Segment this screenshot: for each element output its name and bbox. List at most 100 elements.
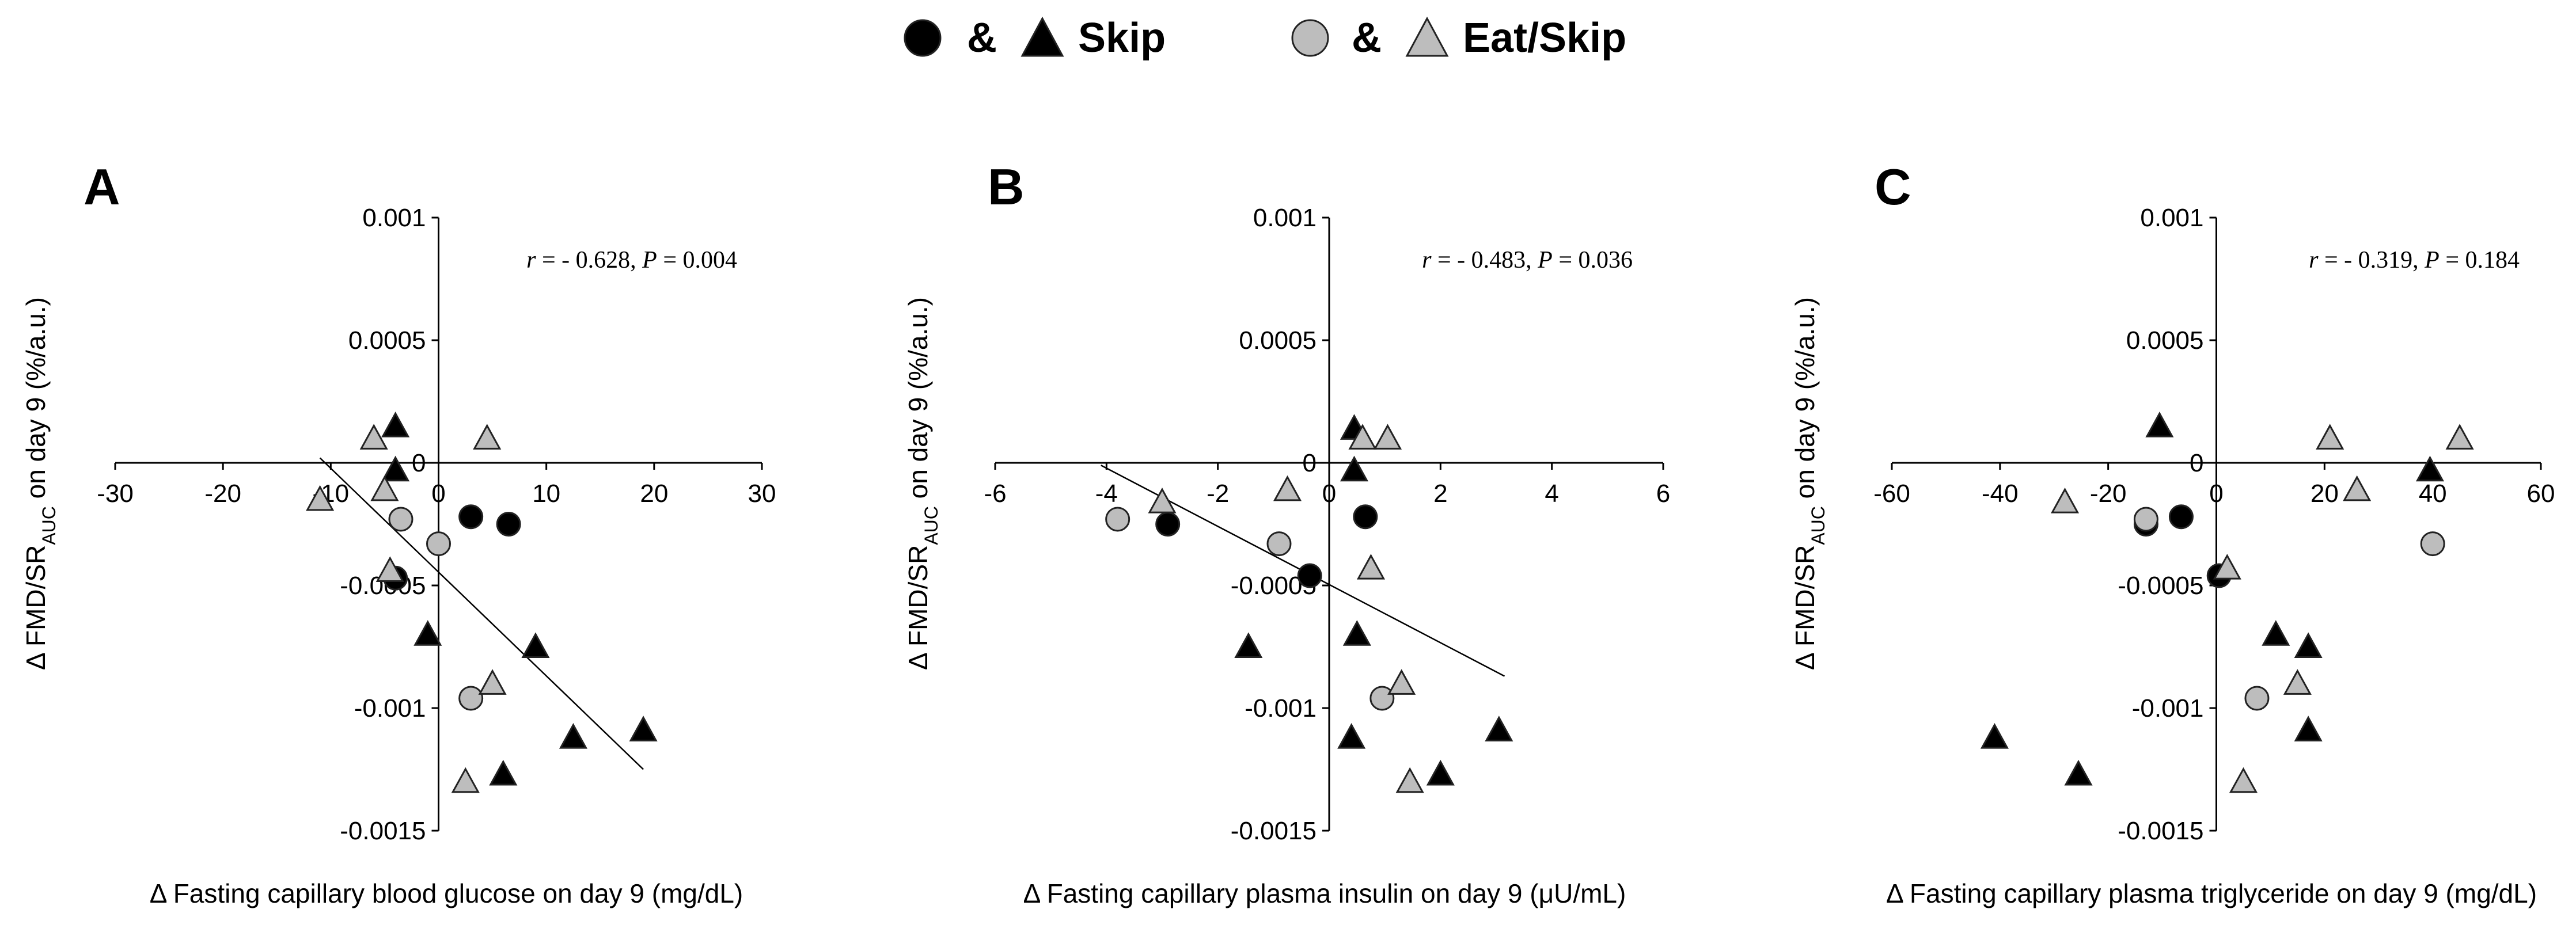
panel-c-x-tick-label: 0 — [2209, 480, 2223, 508]
panel-a-x-tick-label: -30 — [97, 480, 134, 508]
panel-c-x-tick-label: 60 — [2527, 480, 2555, 508]
panel-c-skip-triangle-point — [2064, 759, 2093, 786]
panel-b-skip-triangle-point — [1426, 759, 1455, 786]
panel-b-axes: -6 -4 -2 0 2 4 60.0010.00050-0.0005-0.001-0.00… — [984, 204, 1670, 845]
panel-b-y-tick-label: 0.0005 — [1239, 326, 1317, 355]
panel-c-skip-triangle-point — [2294, 632, 2323, 658]
panel-b-eat-skip-triangle-point — [1356, 554, 1386, 580]
panel-b-skip-circle-point — [1353, 504, 1378, 530]
panel-c-skip-triangle-point — [2145, 411, 2174, 438]
panel-c-eat-skip-circle-point — [2420, 531, 2445, 557]
panel-a-eat-skip-triangle-point — [370, 475, 399, 501]
panel-c: C r = - 0.319, P = 0.184 Δ Fasting capil… — [1790, 158, 2555, 908]
legend-eat-skip-label: Eat/Skip — [1463, 15, 1626, 61]
panel-b-y-tick-label: -0.0015 — [1231, 817, 1317, 845]
panel-c-eat-skip-triangle-point — [2050, 488, 2080, 513]
panel-a-skip-triangle-point — [559, 723, 587, 749]
panel-c-eat-skip-triangle-point — [2445, 424, 2474, 450]
panel-c-eat-skip-circle-point — [2133, 507, 2158, 532]
panel-a-eat-skip-triangle-point — [359, 424, 388, 450]
legend: & Skip & Eat/Skip — [904, 15, 1626, 61]
panel-c-skip-triangle-point — [1980, 723, 2009, 749]
panel-c-skip-circle-point — [2168, 504, 2194, 530]
panel-c-x-tick-label: -40 — [1982, 480, 2019, 508]
panel-b-skip-circle-point — [1155, 512, 1181, 537]
panel-b-x-tick-label: 4 — [1545, 480, 1558, 508]
panel-c-x-tick-label: -20 — [2090, 480, 2127, 508]
legend-skip-joiner: & — [967, 15, 997, 61]
panel-b-skip-triangle-point — [1342, 620, 1371, 646]
panel-a-eat-skip-circle-point — [426, 531, 451, 557]
panel-b-x-tick-label: 6 — [1656, 480, 1670, 508]
panel-b-x-tick-label: 2 — [1433, 480, 1447, 508]
panel-c-eat-skip-triangle-point — [2283, 669, 2312, 695]
panel-b-letter: B — [988, 158, 1025, 215]
panel-c-y-tick-label: -0.0005 — [2118, 572, 2203, 600]
panel-b-y-tick-label: 0.001 — [1253, 204, 1317, 232]
panel-a-skip-triangle-point — [381, 455, 410, 482]
panel-c-eat-skip-triangle-point — [2316, 424, 2344, 450]
panel-a-eat-skip-circle-point — [388, 507, 413, 532]
panel-b-skip-triangle-point — [1234, 632, 1263, 658]
panel-c-eat-skip-circle-point — [2244, 686, 2270, 711]
panel-b-x-tick-label: 0 — [1322, 480, 1336, 508]
panel-a-regression-line — [319, 457, 644, 770]
panel-a-skip-circle-point — [496, 512, 521, 537]
panel-a-x-axis-title: Δ Fasting capillary blood glucose on day… — [150, 878, 743, 908]
panel-b-eat-skip-circle-point — [1266, 531, 1292, 557]
panel-b-eat-skip-triangle-point — [1273, 475, 1302, 501]
panel-c-letter: C — [1875, 158, 1911, 215]
legend-eat-skip-circle-icon — [1291, 19, 1329, 57]
panel-a-y-axis-title: Δ FMD/SRAUC on day 9 (%/a.u.) — [21, 297, 59, 670]
panel-b-y-axis-title: Δ FMD/SRAUC on day 9 (%/a.u.) — [903, 297, 942, 670]
panel-b-eat-skip-circle-point — [1369, 686, 1395, 711]
panel-c-skip-triangle-point — [2415, 455, 2445, 482]
panel-c-y-tick-label: -0.0015 — [2118, 817, 2203, 845]
panel-a-y-tick-label: 0.001 — [362, 204, 426, 232]
panel-c-axes: -60 -40 -20 0 20 40 60 0.001 0.0005 0 -0.0005 -0.00… — [1873, 204, 2555, 845]
panel-c-x-tick-label: 40 — [2419, 480, 2447, 508]
panel-c-x-tick-label: -60 — [1873, 480, 1910, 508]
panel-a-x-tick-label: 30 — [748, 480, 776, 508]
panel-c-y-tick-label: 0 — [2190, 449, 2203, 477]
panel-c-y-tick-label: 0.0005 — [2126, 326, 2204, 355]
panel-a-skip-triangle-point — [413, 620, 442, 646]
panel-a-skip-circle-point — [458, 504, 484, 530]
panel-a-axes: -30 -20 -10 0 10 20 300.0010.00050-0.0005-0.00… — [97, 204, 776, 845]
legend-eat-skip-triangle-icon — [1405, 16, 1449, 57]
panel-a-skip-triangle-point — [489, 759, 518, 786]
panel-c-x-axis-title: Δ Fasting capillary plasma triglyceride … — [1886, 878, 2537, 908]
panel-b-x-tick-label: -6 — [984, 480, 1006, 508]
legend-skip-circle-icon — [904, 19, 942, 57]
panel-a-letter: A — [84, 158, 120, 215]
panel-b-eat-skip-triangle-point — [1395, 767, 1424, 793]
panel-b-eat-skip-circle-point — [1105, 507, 1130, 532]
panel-c-skip-triangle-point — [2262, 620, 2290, 646]
panel-a-skip-triangle-point — [629, 716, 658, 741]
panel-a-skip-triangle-point — [521, 632, 550, 658]
panel-b-skip-circle-point — [1297, 563, 1322, 588]
panel-b-eat-skip-triangle-point — [1348, 424, 1377, 450]
panel-b-skip-triangle-point — [1485, 716, 1513, 741]
panel-c-y-tick-label: -0.001 — [2132, 694, 2204, 722]
panel-a-y-tick-label: -0.001 — [354, 694, 426, 722]
panel-c-x-tick-label: 20 — [2311, 480, 2339, 508]
panel-a-x-tick-label: 0 — [431, 480, 445, 508]
panel-b-points — [1105, 414, 1513, 793]
panel-b-x-axis-title: Δ Fasting capillary plasma insulin on da… — [1023, 878, 1626, 908]
legend-skip-label: Skip — [1078, 15, 1166, 61]
panel-c-y-tick-label: 0.001 — [2140, 204, 2203, 232]
panel-a-stat: r = - 0.628, P = 0.004 — [526, 247, 737, 273]
panel-c-skip-triangle-point — [2294, 716, 2323, 741]
panel-a-eat-skip-triangle-point — [451, 767, 480, 793]
panel-a-eat-skip-circle-point — [458, 686, 484, 711]
panel-c-stat: r = - 0.319, P = 0.184 — [2309, 247, 2520, 273]
legend-eat-skip-joiner: & — [1352, 15, 1382, 61]
panel-a-x-tick-label: 10 — [532, 480, 560, 508]
panel-a-x-tick-label: 20 — [640, 480, 668, 508]
panel-b-y-tick-label: -0.001 — [1245, 694, 1317, 722]
panel-c-eat-skip-triangle-point — [2229, 767, 2258, 793]
panel-a-eat-skip-triangle-point — [375, 556, 404, 582]
panel-a: A r = - 0.628, P = 0.004 Δ Fasting capil… — [21, 158, 776, 908]
panel-b-y-tick-label: 0 — [1303, 449, 1317, 477]
